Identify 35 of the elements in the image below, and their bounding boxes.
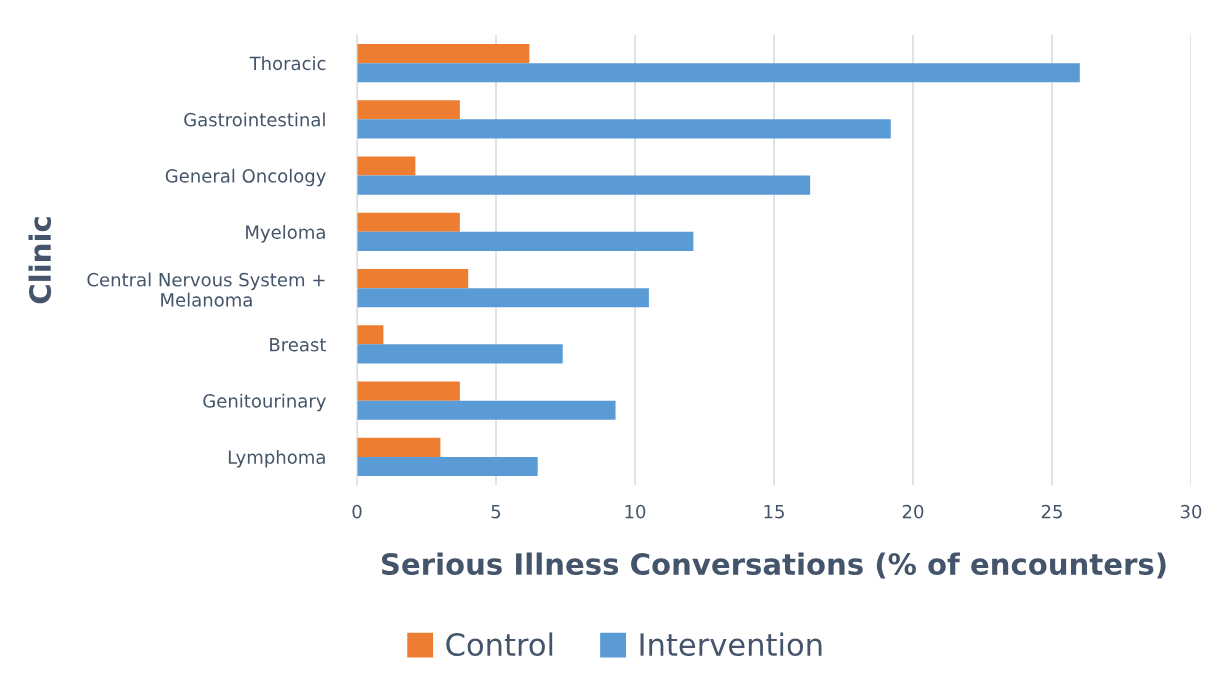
bar xyxy=(357,100,460,120)
x-tick-label: 5 xyxy=(491,505,501,519)
x-tick-label: 10 xyxy=(625,504,646,519)
y-tick-label: Breast xyxy=(270,338,327,352)
bar xyxy=(357,119,891,139)
bar xyxy=(357,381,460,401)
bar xyxy=(357,325,384,345)
bar xyxy=(357,175,811,195)
bar xyxy=(357,44,530,64)
bar xyxy=(357,456,538,476)
x-tick-label: 30 xyxy=(1180,504,1202,519)
bar xyxy=(357,63,1080,83)
bar xyxy=(357,212,460,232)
legend-label: Intervention xyxy=(640,632,822,657)
y-tick-label: Thoracic xyxy=(249,56,326,71)
bar xyxy=(357,288,649,308)
x-tick-label: 0 xyxy=(352,504,362,519)
x-tick-label: 20 xyxy=(902,504,924,519)
x-tick-label: 25 xyxy=(1041,504,1062,519)
y-tick-label: General Oncology xyxy=(165,168,326,187)
x-axis-title: Serious Illness Conversations (% of encounters) xyxy=(381,552,1166,579)
bar xyxy=(357,400,616,420)
y-tick-label: Lymphoma xyxy=(228,450,325,468)
y-tick-label: Genitourinary xyxy=(203,393,326,412)
y-tick-label: Gastrointestinal xyxy=(184,112,325,127)
y-tick-label: Myeloma xyxy=(246,225,325,243)
legend-label: Control xyxy=(446,632,553,657)
x-tick-label: 15 xyxy=(764,505,784,519)
bar xyxy=(357,156,416,176)
y-axis-title: Clinic xyxy=(28,217,52,304)
bar xyxy=(357,231,694,251)
bar xyxy=(357,437,441,457)
bar xyxy=(357,344,563,364)
y-tick-label: Central Nervous System + Melanoma xyxy=(87,272,325,307)
bar xyxy=(357,269,469,289)
